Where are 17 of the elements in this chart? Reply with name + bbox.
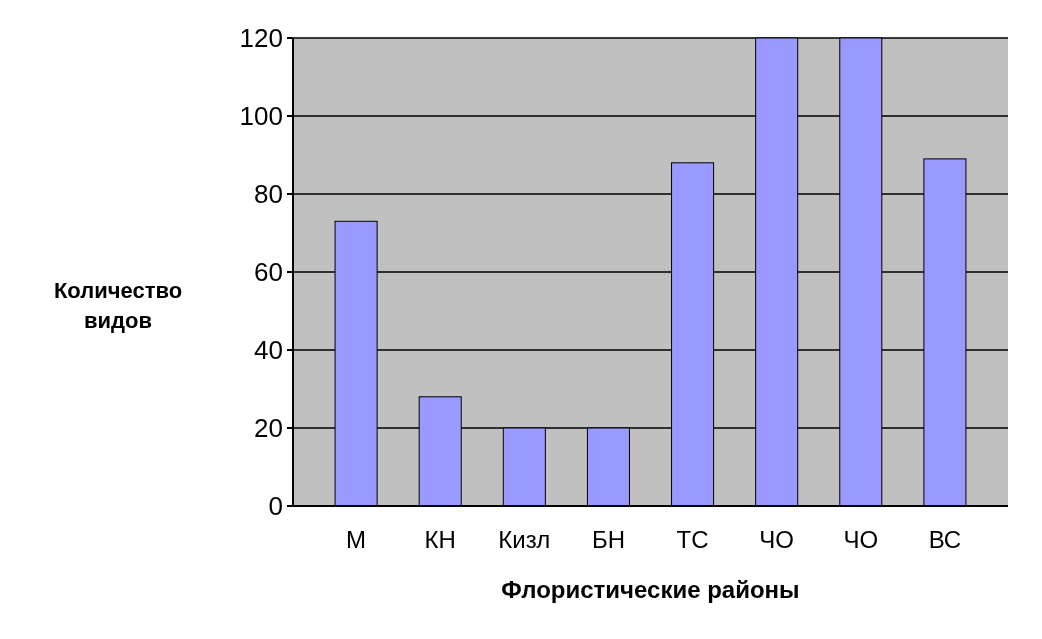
x-tick-label: ЧО (843, 526, 879, 553)
x-tick-label: ВС (928, 526, 962, 553)
x-tick-label: ЧО (759, 526, 795, 553)
y-tick-label: 80 (254, 179, 283, 210)
y-tick-label: 20 (254, 413, 283, 444)
y-axis-title: Количество видов (53, 278, 183, 333)
y-tick-label: 60 (254, 257, 283, 288)
y-tick-label: 100 (239, 101, 283, 132)
x-tick-label: БН (591, 526, 625, 553)
y-tick-label: 0 (268, 491, 283, 522)
y-tick-label: 40 (254, 335, 283, 366)
x-tick-label: ТС (676, 526, 709, 553)
y-tick-label: 120 (239, 23, 283, 54)
x-tick-label: М (346, 526, 367, 553)
x-axis-title: Флористические районы (501, 576, 800, 603)
x-tick-label: Кизл (498, 526, 551, 553)
x-tick-label: КН (424, 526, 456, 553)
